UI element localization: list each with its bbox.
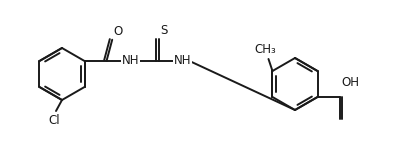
Text: NH: NH — [174, 55, 191, 67]
Text: S: S — [160, 24, 168, 37]
Text: O: O — [113, 25, 122, 38]
Text: CH₃: CH₃ — [255, 43, 276, 56]
Text: OH: OH — [341, 76, 360, 89]
Text: NH: NH — [122, 55, 139, 67]
Text: Cl: Cl — [48, 114, 60, 127]
